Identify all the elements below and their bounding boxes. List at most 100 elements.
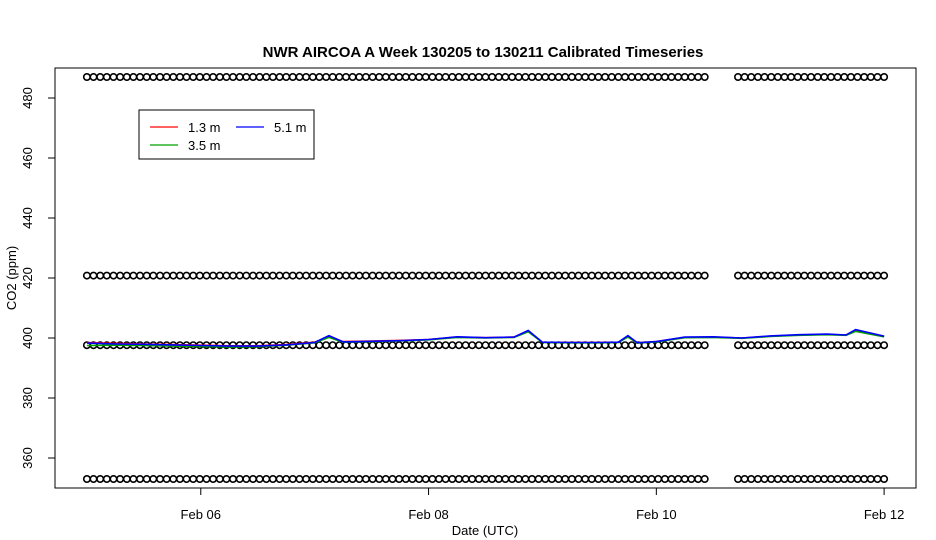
ref-marker-0 xyxy=(421,73,430,82)
ref-marker-0 xyxy=(806,73,815,82)
ref-marker-3 xyxy=(813,474,822,483)
ref-marker-1 xyxy=(607,271,616,280)
ref-marker-0 xyxy=(468,73,477,82)
ref-marker-3 xyxy=(700,474,709,483)
ref-marker-1 xyxy=(395,271,404,280)
ref-marker-1 xyxy=(747,271,756,280)
ref-marker-3 xyxy=(687,474,696,483)
ref-marker-0 xyxy=(508,73,517,82)
ref-marker-0 xyxy=(169,73,178,82)
ref-marker-0 xyxy=(527,73,536,82)
ref-marker-1 xyxy=(401,271,410,280)
ref-marker-3 xyxy=(302,474,311,483)
ref-marker-1 xyxy=(846,271,855,280)
ref-marker-2 xyxy=(454,341,463,350)
ref-marker-0 xyxy=(541,73,550,82)
ref-marker-0 xyxy=(415,73,424,82)
ref-marker-0 xyxy=(594,73,603,82)
ref-marker-0 xyxy=(175,73,184,82)
ref-marker-3 xyxy=(667,474,676,483)
ref-marker-3 xyxy=(474,474,483,483)
ref-marker-2 xyxy=(687,341,696,350)
ref-marker-2 xyxy=(753,341,762,350)
ref-marker-3 xyxy=(601,474,610,483)
ref-marker-3 xyxy=(189,474,198,483)
ref-marker-1 xyxy=(255,271,264,280)
ref-marker-1 xyxy=(687,271,696,280)
ref-marker-1 xyxy=(275,271,284,280)
ref-marker-2 xyxy=(328,341,337,350)
ref-marker-1 xyxy=(454,271,463,280)
ref-marker-0 xyxy=(308,73,317,82)
ref-marker-1 xyxy=(116,271,125,280)
ref-marker-1 xyxy=(561,271,570,280)
ref-marker-0 xyxy=(574,73,583,82)
ref-marker-3 xyxy=(780,474,789,483)
ref-marker-2 xyxy=(674,341,683,350)
ref-marker-0 xyxy=(654,73,663,82)
ref-marker-0 xyxy=(249,73,258,82)
ref-marker-3 xyxy=(787,474,796,483)
ref-marker-3 xyxy=(89,474,98,483)
ref-marker-3 xyxy=(587,474,596,483)
ref-marker-1 xyxy=(428,271,437,280)
ref-marker-1 xyxy=(880,271,889,280)
ref-marker-0 xyxy=(620,73,629,82)
ref-marker-2 xyxy=(700,341,709,350)
ref-marker-3 xyxy=(102,474,111,483)
ref-marker-3 xyxy=(116,474,125,483)
ref-marker-0 xyxy=(793,73,802,82)
ref-marker-0 xyxy=(235,73,244,82)
ref-marker-3 xyxy=(448,474,457,483)
ref-marker-0 xyxy=(408,73,417,82)
ref-marker-1 xyxy=(474,271,483,280)
ref-marker-0 xyxy=(813,73,822,82)
ref-marker-0 xyxy=(753,73,762,82)
ref-marker-2 xyxy=(527,341,536,350)
ref-marker-3 xyxy=(82,474,91,483)
ref-marker-2 xyxy=(667,341,676,350)
legend-label: 3.5 m xyxy=(188,138,221,153)
ref-marker-0 xyxy=(660,73,669,82)
ref-marker-3 xyxy=(620,474,629,483)
ref-marker-1 xyxy=(235,271,244,280)
ref-marker-1 xyxy=(860,271,869,280)
ref-marker-0 xyxy=(441,73,450,82)
ref-marker-3 xyxy=(288,474,297,483)
ref-marker-2 xyxy=(806,341,815,350)
ref-marker-1 xyxy=(249,271,258,280)
ref-marker-1 xyxy=(308,271,317,280)
ref-marker-3 xyxy=(182,474,191,483)
ref-marker-2 xyxy=(760,341,769,350)
ref-marker-3 xyxy=(401,474,410,483)
ref-marker-1 xyxy=(262,271,271,280)
ref-marker-0 xyxy=(275,73,284,82)
ref-marker-0 xyxy=(587,73,596,82)
ref-marker-0 xyxy=(368,73,377,82)
ref-marker-3 xyxy=(581,474,590,483)
ref-marker-2 xyxy=(747,341,756,350)
ref-marker-1 xyxy=(195,271,204,280)
ref-marker-2 xyxy=(627,341,636,350)
x-tick-label: Feb 08 xyxy=(408,507,448,522)
ref-marker-3 xyxy=(202,474,211,483)
ref-marker-3 xyxy=(547,474,556,483)
ref-marker-2 xyxy=(654,341,663,350)
ref-marker-3 xyxy=(454,474,463,483)
ref-marker-1 xyxy=(209,271,218,280)
ref-marker-0 xyxy=(640,73,649,82)
ref-marker-3 xyxy=(421,474,430,483)
ref-marker-0 xyxy=(733,73,742,82)
ref-marker-3 xyxy=(594,474,603,483)
ref-marker-2 xyxy=(840,341,849,350)
ref-marker-3 xyxy=(760,474,769,483)
ref-marker-0 xyxy=(328,73,337,82)
ref-marker-3 xyxy=(481,474,490,483)
ref-marker-1 xyxy=(660,271,669,280)
ref-marker-0 xyxy=(202,73,211,82)
ref-marker-3 xyxy=(753,474,762,483)
y-tick-label: 440 xyxy=(20,207,35,229)
ref-marker-1 xyxy=(554,271,563,280)
ref-marker-0 xyxy=(182,73,191,82)
ref-marker-2 xyxy=(800,341,809,350)
